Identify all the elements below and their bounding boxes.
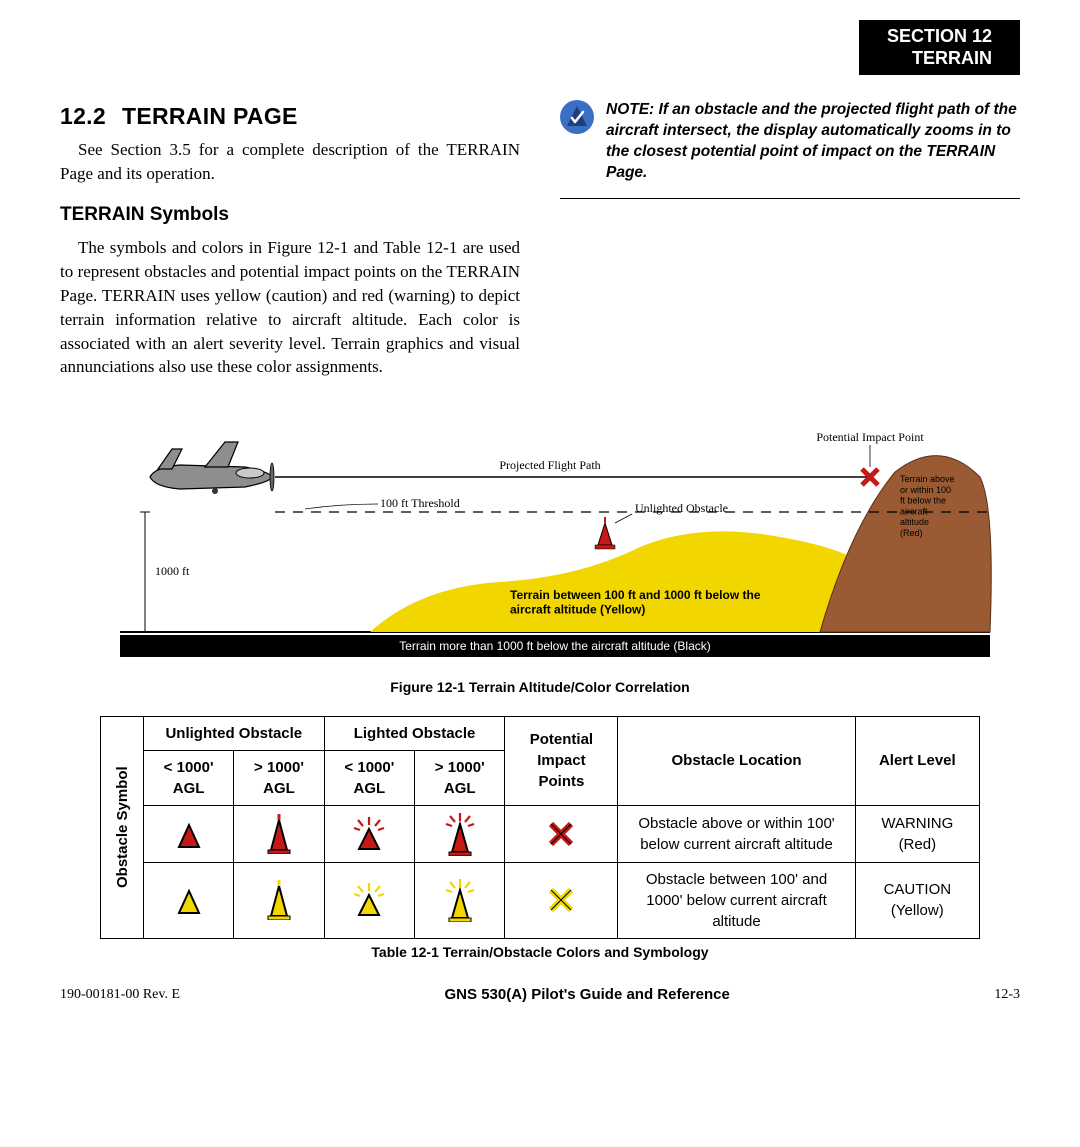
- th-location: Obstacle Location: [618, 716, 855, 805]
- symbols-paragraph: The symbols and colors in Figure 12-1 an…: [60, 236, 520, 379]
- sym-unlighted-tall-red: [234, 805, 324, 862]
- table-row: Obstacle between 100' and 1000' below cu…: [101, 862, 980, 938]
- cell-location-red: Obstacle above or within 100' below curr…: [618, 805, 855, 862]
- th-alert: Alert Level: [855, 716, 979, 805]
- svg-text:Potential Impact Point: Potential Impact Point: [816, 430, 924, 444]
- table-caption: Table 12-1 Terrain/Obstacle Colors and S…: [60, 943, 1020, 963]
- sym-unlighted-tall-yellow: [234, 862, 324, 938]
- intro-text: See Section 3.5 for a complete descripti…: [60, 138, 520, 186]
- th-lighted: Lighted Obstacle: [324, 716, 505, 750]
- heading-title: TERRAIN PAGE: [122, 103, 298, 129]
- cell-location-yellow: Obstacle between 100' and 1000' below cu…: [618, 862, 855, 938]
- sym-unlighted-short-red: [143, 805, 233, 862]
- th-lt1000-2: < 1000' AGL: [324, 750, 414, 805]
- svg-text:1000 ft: 1000 ft: [155, 564, 190, 578]
- figure-caption: Figure 12-1 Terrain Altitude/Color Corre…: [80, 678, 1000, 698]
- section-line1: SECTION 12: [887, 26, 992, 48]
- th-impact: Potential Impact Points: [505, 716, 618, 805]
- note-text: NOTE: If an obstacle and the projected f…: [606, 100, 1020, 184]
- svg-text:100 ft Threshold: 100 ft Threshold: [380, 496, 460, 510]
- section-line2: TERRAIN: [887, 48, 992, 70]
- heading-number: 12.2: [60, 103, 106, 129]
- obstacle-table: Obstacle Symbol Unlighted Obstacle Light…: [100, 716, 980, 939]
- th-unlighted: Unlighted Obstacle: [143, 716, 324, 750]
- sym-impact-yellow: [505, 862, 618, 938]
- svg-text:Terrain more than 1000 ft belo: Terrain more than 1000 ft below the airc…: [399, 639, 710, 653]
- sym-unlighted-short-yellow: [143, 862, 233, 938]
- th-gt1000-2: > 1000' AGL: [415, 750, 505, 805]
- table-side-label: Obstacle Symbol: [101, 716, 144, 938]
- svg-text:Unlighted Obstacle: Unlighted Obstacle: [635, 501, 728, 515]
- sym-lighted-short-yellow: [324, 862, 414, 938]
- sym-impact-red: [505, 805, 618, 862]
- footer-center: GNS 530(A) Pilot's Guide and Reference: [445, 984, 730, 1005]
- th-lt1000-1: < 1000' AGL: [143, 750, 233, 805]
- sym-lighted-tall-red: [415, 805, 505, 862]
- section-badge: SECTION 12 TERRAIN: [859, 20, 1020, 75]
- footer-left: 190-00181-00 Rev. E: [60, 985, 180, 1005]
- subhead-terrain-symbols: TERRAIN Symbols: [60, 202, 520, 229]
- table-row: Obstacle above or within 100' below curr…: [101, 805, 980, 862]
- aircraft-icon: [150, 442, 274, 494]
- cell-alert-red: WARNING (Red): [855, 805, 979, 862]
- figure-terrain-altitude: Terrain more than 1000 ft below the airc…: [80, 417, 1000, 697]
- sym-lighted-tall-yellow: [415, 862, 505, 938]
- svg-text:Projected Flight Path: Projected Flight Path: [499, 458, 600, 472]
- right-column: NOTE: If an obstacle and the projected f…: [560, 100, 1020, 393]
- note-divider: [560, 198, 1020, 199]
- th-gt1000-1: > 1000' AGL: [234, 750, 324, 805]
- left-column: 12.2 TERRAIN PAGE See Section 3.5 for a c…: [60, 100, 520, 393]
- sym-lighted-short-red: [324, 805, 414, 862]
- heading-terrain-page: 12.2 TERRAIN PAGE: [60, 100, 520, 132]
- page-footer: 190-00181-00 Rev. E GNS 530(A) Pilot's G…: [60, 984, 1020, 1005]
- note-block: NOTE: If an obstacle and the projected f…: [560, 100, 1020, 184]
- check-note-icon: [560, 100, 594, 134]
- footer-right: 12-3: [994, 985, 1020, 1005]
- cell-alert-yellow: CAUTION (Yellow): [855, 862, 979, 938]
